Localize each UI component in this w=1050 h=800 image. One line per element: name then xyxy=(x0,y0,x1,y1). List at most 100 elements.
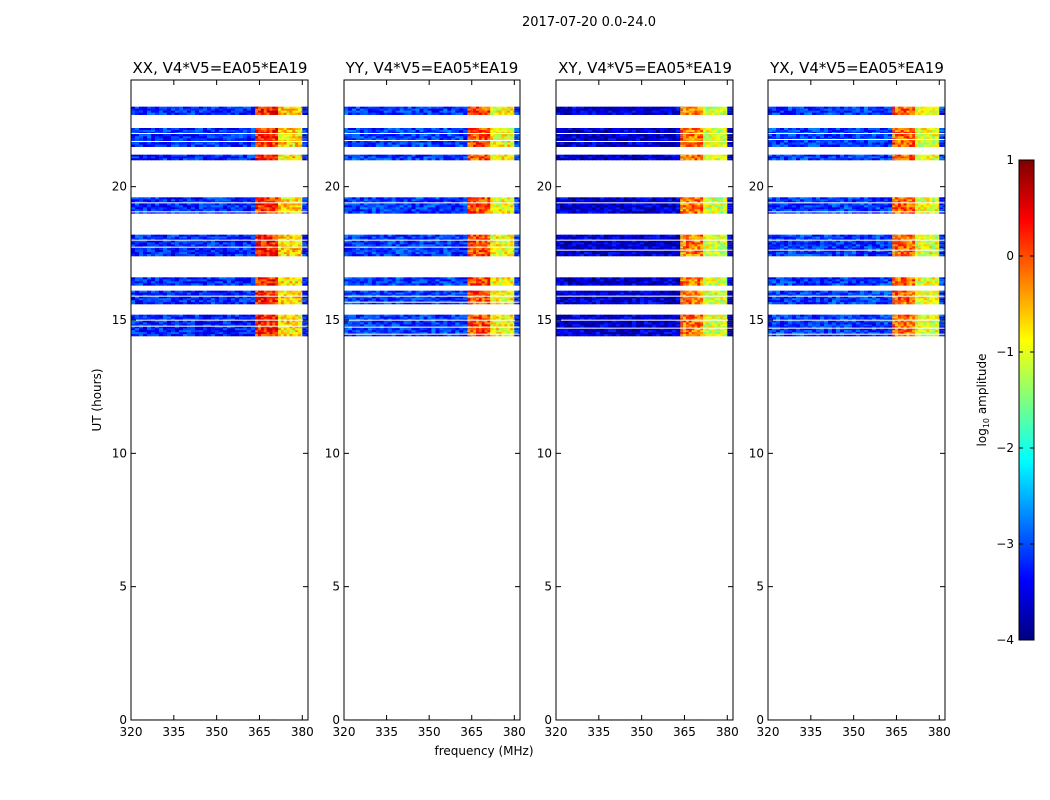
heatmap-cell xyxy=(481,199,486,202)
heatmap-cell xyxy=(255,318,259,321)
heatmap-cell xyxy=(470,207,474,210)
heatmap-cell xyxy=(186,330,192,333)
heatmap-cell xyxy=(214,332,220,335)
heatmap-cell xyxy=(166,112,172,115)
heatmap-cell xyxy=(210,334,216,337)
heatmap-cell xyxy=(210,242,216,245)
heatmap-cell xyxy=(178,320,184,323)
heatmap-cell xyxy=(467,106,471,109)
heatmap-cell xyxy=(295,277,299,280)
heatmap-cell xyxy=(431,140,437,143)
heatmap-cell xyxy=(476,106,480,109)
heatmap-cell xyxy=(278,332,282,335)
heatmap-cell xyxy=(292,128,296,131)
heatmap-cell xyxy=(459,144,464,147)
heatmap-cell xyxy=(134,156,140,159)
heatmap-cell xyxy=(419,156,425,159)
heatmap-cell xyxy=(310,134,315,136)
heatmap-cell xyxy=(142,134,148,137)
heatmap-cell xyxy=(162,300,168,303)
heatmap-cell xyxy=(275,234,279,237)
heatmap-cell xyxy=(435,134,440,137)
heatmap-cell xyxy=(375,209,381,212)
heatmap-cell xyxy=(166,283,172,286)
heatmap-cell xyxy=(463,234,468,237)
heatmap-cell xyxy=(490,250,494,253)
heatmap-cell xyxy=(170,277,176,280)
heatmap-cell xyxy=(190,330,196,333)
heatmap-cell xyxy=(286,112,291,115)
heatmap-cell xyxy=(289,290,293,293)
heatmap-cell xyxy=(383,158,389,161)
heatmap-cell xyxy=(255,199,259,202)
heatmap-cell xyxy=(134,238,140,241)
heatmap-cell xyxy=(174,254,180,257)
heatmap-cell xyxy=(351,144,357,147)
heatmap-cell xyxy=(344,130,349,133)
heatmap-cell xyxy=(250,324,256,327)
heatmap-cell xyxy=(481,112,486,115)
heatmap-cell xyxy=(423,112,429,115)
heatmap-cell xyxy=(278,211,282,214)
heatmap-cell xyxy=(283,205,288,208)
heatmap-cell xyxy=(451,205,456,208)
heatmap-cell xyxy=(260,197,265,200)
heatmap-cell xyxy=(263,242,268,245)
heatmap-cell xyxy=(269,197,273,200)
heatmap-cell xyxy=(198,326,204,329)
heatmap-cell xyxy=(514,197,519,200)
heatmap-cell xyxy=(230,316,236,319)
heatmap-cell xyxy=(218,252,224,255)
heatmap-cell xyxy=(190,211,196,214)
heatmap-cell xyxy=(275,156,279,159)
heatmap-cell xyxy=(190,240,196,243)
heatmap-cell xyxy=(292,300,296,303)
heatmap-cell xyxy=(280,199,285,202)
heatmap-cell xyxy=(234,199,240,202)
heatmap-cell xyxy=(387,156,393,159)
heatmap-cell xyxy=(255,334,259,337)
heatmap-cell xyxy=(292,199,296,202)
heatmap-cell xyxy=(518,106,520,109)
heatmap-cell xyxy=(218,136,224,139)
heatmap-cell xyxy=(478,134,483,137)
heatmap-cell xyxy=(242,136,248,139)
heatmap-cell xyxy=(289,322,293,325)
heatmap-cell xyxy=(351,138,357,141)
heatmap-cell xyxy=(222,156,228,159)
heatmap-cell xyxy=(310,719,315,721)
heatmap-cell xyxy=(190,316,196,319)
heatmap-cell xyxy=(507,207,511,210)
heatmap-cell xyxy=(387,128,393,131)
heatmap-cell xyxy=(218,250,224,253)
heatmap-cell xyxy=(278,203,282,206)
heatmap-cell xyxy=(214,254,220,257)
heatmap-cell xyxy=(230,254,236,257)
heatmap-cell xyxy=(154,240,160,243)
panel-title-xx: XX, V4*V5=EA05*EA19 xyxy=(133,59,308,77)
heatmap-cell xyxy=(178,292,184,295)
heatmap-cell xyxy=(371,156,377,159)
heatmap-cell xyxy=(507,236,511,239)
heatmap-cell xyxy=(210,281,216,284)
heatmap-cell xyxy=(498,134,503,137)
heatmap-cell xyxy=(507,238,511,241)
heatmap-cell xyxy=(134,236,140,239)
heatmap-cell xyxy=(302,316,307,319)
heatmap-cell xyxy=(269,281,273,284)
heatmap-cell xyxy=(242,322,248,325)
heatmap-cell xyxy=(230,128,236,131)
heatmap-cell xyxy=(255,234,259,237)
heatmap-cell xyxy=(275,209,279,212)
heatmap-cell xyxy=(347,154,353,157)
heatmap-cell xyxy=(447,128,452,131)
heatmap-cell xyxy=(501,234,505,237)
heatmap-cell xyxy=(272,302,276,305)
heatmap-cell xyxy=(439,197,444,200)
heatmap-cell xyxy=(206,326,212,329)
heatmap-cell xyxy=(158,320,164,323)
heatmap-cell xyxy=(146,242,152,245)
heatmap-cell xyxy=(478,142,483,145)
heatmap-cell xyxy=(166,334,172,337)
heatmap-cell xyxy=(154,324,160,327)
